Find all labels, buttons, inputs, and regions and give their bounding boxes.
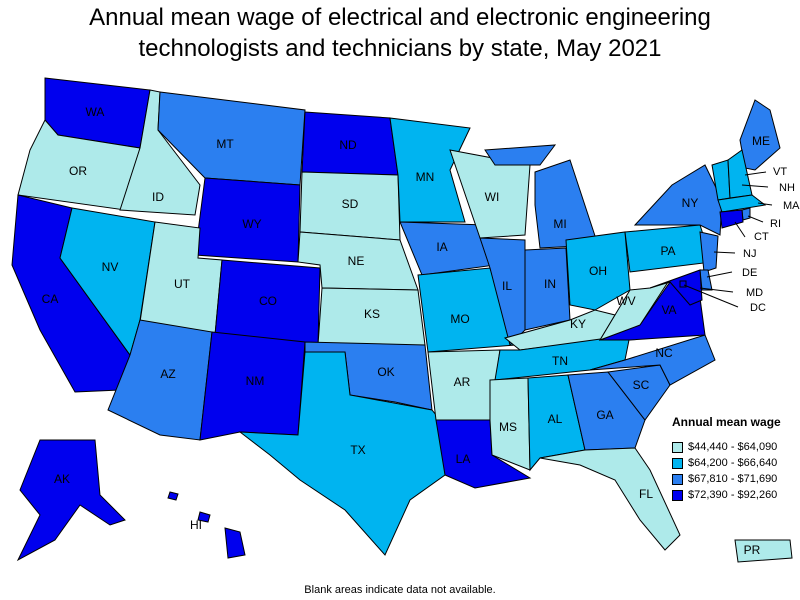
legend-entry: $72,390 - $92,260 (672, 487, 781, 503)
state-label-nc: NC (655, 346, 673, 360)
state-label-ga: GA (596, 408, 613, 422)
legend-label: $44,440 - $64,090 (688, 441, 778, 453)
state-label-ms: MS (499, 420, 517, 434)
state-label-sd: SD (342, 197, 359, 211)
legend-label: $64,200 - $66,640 (688, 457, 778, 469)
legend-swatch (672, 457, 683, 469)
state-label-mo: MO (450, 312, 469, 326)
state-label-nv: NV (102, 260, 119, 274)
legend-swatch (672, 489, 683, 501)
state-ma[interactable] (717, 194, 767, 213)
state-label-nj: NJ (743, 248, 756, 260)
state-mn[interactable] (389, 117, 471, 223)
state-oh[interactable] (565, 231, 631, 311)
state-label-al: AL (548, 412, 563, 426)
state-dc[interactable] (679, 280, 687, 288)
legend-title: Annual mean wage (672, 415, 781, 429)
state-label-de: DE (742, 267, 757, 279)
state-label-wa: WA (86, 105, 105, 119)
state-label-fl: FL (639, 487, 653, 501)
legend-entry: $44,440 - $64,090 (672, 439, 781, 455)
state-label-tx: TX (350, 443, 365, 457)
map-title-line-2: technologists and technicians by state, … (138, 35, 662, 62)
state-label-ok: OK (377, 365, 394, 379)
state-label-in: IN (544, 277, 556, 291)
state-label-me: ME (752, 134, 770, 148)
state-label-az: AZ (160, 367, 175, 381)
state-label-va: VA (661, 303, 676, 317)
state-label-vt: VT (773, 166, 787, 178)
state-ct[interactable] (719, 209, 744, 229)
state-ri[interactable] (741, 207, 751, 221)
state-label-ut: UT (174, 277, 191, 291)
state-label-or: OR (69, 164, 87, 178)
state-shapes (11, 77, 793, 563)
state-label-il: IL (502, 279, 512, 293)
state-label-id: ID (152, 190, 164, 204)
state-label-wv: WV (616, 294, 635, 308)
legend-label: $72,390 - $92,260 (688, 489, 778, 501)
state-fl[interactable] (539, 447, 681, 551)
state-label-ne: NE (348, 254, 365, 268)
state-label-oh: OH (589, 264, 607, 278)
state-tx[interactable] (238, 351, 453, 556)
state-label-dc: DC (750, 302, 766, 314)
small-state-leader-lines (683, 171, 773, 308)
state-nc[interactable] (589, 334, 716, 386)
legend-swatch (672, 441, 683, 453)
map-title-line-1: Annual mean wage of electrical and elect… (89, 4, 711, 31)
state-label-mt: MT (216, 137, 234, 151)
state-label-nd: ND (339, 138, 357, 152)
state-label-ct: CT (754, 231, 769, 243)
state-ga[interactable] (567, 371, 646, 451)
legend-entry: $64,200 - $66,640 (672, 455, 781, 471)
state-ny[interactable] (633, 164, 723, 236)
legend-entry: $67,810 - $71,690 (672, 471, 781, 487)
state-label-pa: PA (660, 244, 675, 258)
state-labels: WA OR CA ID NV MT WY UT AZ CO NM ND SD NE KS OK TX MN IA MO… (42, 105, 800, 557)
state-de[interactable] (699, 269, 713, 291)
footnote: Blank areas indicate data not available. (304, 584, 496, 596)
legend: Annual mean wage $44,440 - $64,090 $64,2… (672, 415, 781, 503)
state-label-la: LA (456, 452, 471, 466)
state-label-ca: CA (42, 292, 59, 306)
state-md[interactable] (649, 269, 703, 306)
legend-label: $67,810 - $71,690 (688, 473, 778, 485)
state-label-ma: MA (783, 200, 800, 212)
state-pr[interactable] (734, 539, 793, 563)
map-title: Annual mean wage of electrical and elect… (0, 2, 800, 64)
state-label-wi: WI (485, 190, 500, 204)
state-label-nm: NM (246, 374, 265, 388)
state-ms[interactable] (489, 377, 531, 471)
state-label-ks: KS (364, 307, 380, 321)
state-label-mi: MI (553, 217, 566, 231)
state-hi[interactable] (167, 491, 246, 559)
state-label-ri: RI (770, 218, 781, 230)
state-label-tn: TN (552, 354, 568, 368)
state-ak[interactable] (16, 439, 126, 562)
state-label-hi: HI (190, 518, 202, 532)
state-nj[interactable] (699, 231, 719, 273)
state-label-ak: AK (54, 472, 70, 486)
state-label-ny: NY (682, 196, 699, 210)
state-label-wy: WY (242, 217, 261, 231)
legend-swatch (672, 473, 683, 485)
state-label-mn: MN (416, 170, 435, 184)
state-label-pr: PR (744, 543, 761, 557)
state-label-ar: AR (454, 375, 471, 389)
state-label-ky: KY (570, 317, 586, 331)
state-label-md: MD (746, 287, 763, 299)
state-label-ia: IA (436, 240, 447, 254)
state-label-nh: NH (779, 182, 795, 194)
state-label-sc: SC (633, 378, 650, 392)
state-label-co: CO (259, 294, 277, 308)
